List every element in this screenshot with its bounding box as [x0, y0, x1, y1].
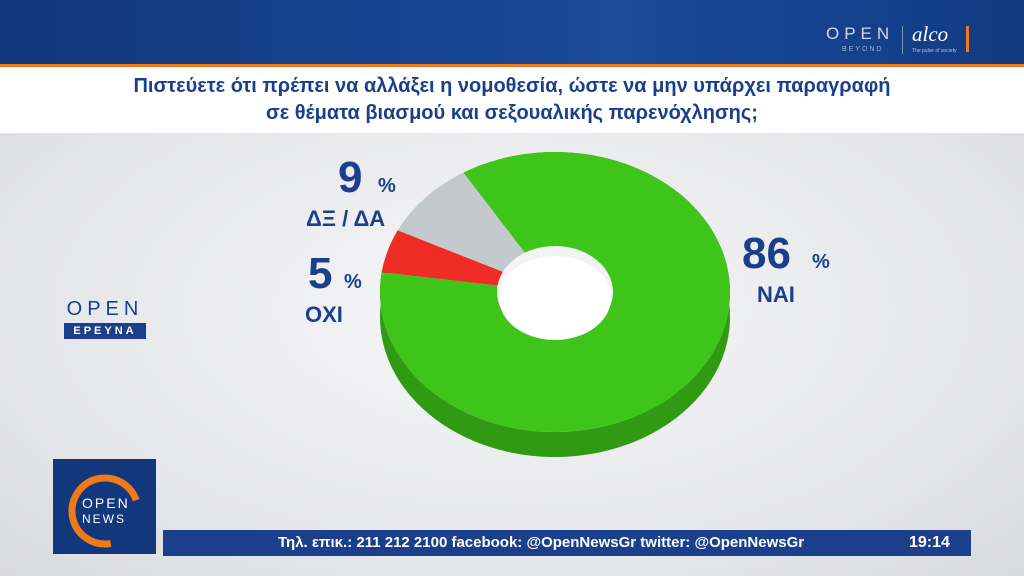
slice-unit-2: % — [378, 175, 396, 197]
slice-unit-0: % — [812, 251, 830, 273]
brand-separator — [902, 26, 903, 54]
alco-tagline: The pulse of society — [912, 48, 957, 54]
open-news-logo: OPEN NEWS — [53, 459, 156, 554]
slice-label-1: ΟΧΙ — [305, 302, 343, 327]
question-panel — [0, 67, 1024, 133]
slice-ΔΞ / ΔΑ — [397, 172, 525, 272]
survey-question: Πιστεύετε ότι πρέπει να αλλάξει η νομοθε… — [0, 73, 1024, 127]
alco-logo: alco — [912, 22, 949, 46]
top-banner — [0, 0, 1024, 64]
open-erevna-word: OPEN — [66, 298, 144, 320]
question-line-1: Πιστεύετε ότι πρέπει να αλλάξει η νομοθε… — [133, 75, 891, 97]
erevna-label: ΕΡΕΥΝΑ — [64, 323, 146, 339]
slice-value-0: 86 — [742, 229, 791, 278]
slice-unit-1: % — [344, 271, 362, 293]
question-line-2: σε θέματα βιασμού και σεξουαλικής παρενό… — [266, 102, 758, 124]
banner-accent-line — [0, 64, 1024, 67]
open-beyond-logo: OPEN — [826, 24, 895, 43]
open-erevna-logo: OPEN ΕΡΕΥΝΑ — [64, 298, 146, 339]
donut-hole — [499, 256, 611, 340]
slice-label-2: ΔΞ / ΔΑ — [306, 206, 385, 231]
ticker-contact-text: Τηλ. επικ.: 211 212 2100 facebook: @Open… — [278, 534, 805, 551]
news-logo-open: OPEN — [82, 495, 130, 511]
open-beyond-sublabel: BEYOND — [842, 46, 884, 53]
news-logo-news: NEWS — [82, 512, 126, 526]
ticker-clock: 19:14 — [909, 534, 950, 551]
ticker-bar: Τηλ. επικ.: 211 212 2100 facebook: @Open… — [163, 530, 971, 556]
brand-accent-bar — [966, 26, 969, 52]
slice-value-2: 9 — [338, 153, 362, 202]
slice-value-1: 5 — [308, 249, 332, 298]
news-ring-icon — [68, 474, 142, 548]
slice-label-0: ΝΑΙ — [757, 282, 795, 307]
chart-slices — [380, 151, 731, 457]
slice-ΟΧΙ — [381, 230, 503, 286]
slice-ΝΑΙ — [380, 151, 731, 432]
